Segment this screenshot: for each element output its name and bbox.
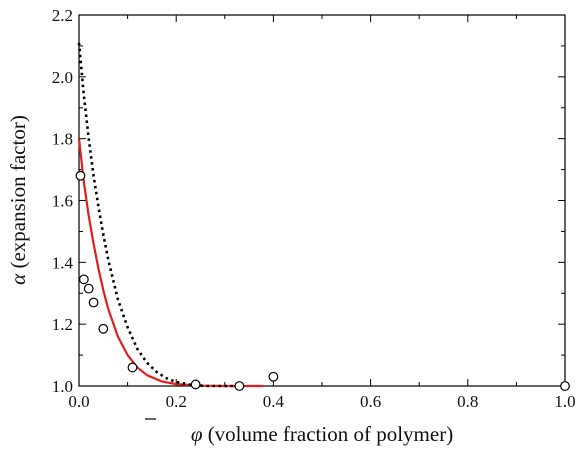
data-point-marker bbox=[78, 274, 89, 285]
y-axis-symbol: α bbox=[6, 273, 30, 285]
y-tick-label: 2.2 bbox=[52, 6, 73, 25]
data-point-marker bbox=[83, 283, 94, 294]
dotted-curve bbox=[77, 42, 240, 388]
y-tick-label: 1.4 bbox=[52, 253, 74, 272]
data-point-marker bbox=[268, 371, 279, 382]
x-tick-label: 0.8 bbox=[457, 392, 478, 411]
x-tick-label: 0.0 bbox=[68, 392, 89, 411]
y-tick-label: 1.6 bbox=[52, 192, 73, 211]
y-tick-label: 2.0 bbox=[52, 68, 73, 87]
y-tick-label: 1.0 bbox=[52, 377, 73, 396]
data-point-marker bbox=[88, 297, 99, 308]
data-point-marker bbox=[560, 381, 570, 391]
x-axis-symbol: φ bbox=[191, 422, 203, 446]
axis-ticks: 0.0 0.2 0.4 0.6 0.8 1.0 1.0 1.2 1.4 1.6 1.8 2.0 2.2 bbox=[52, 6, 576, 411]
y-tick-label: 1.8 bbox=[52, 130, 73, 149]
plot-frame bbox=[78, 14, 566, 387]
data-point-marker bbox=[75, 170, 86, 181]
x-tick-label: 1.0 bbox=[554, 392, 575, 411]
x-tick-label: 0.6 bbox=[360, 392, 381, 411]
series-layer bbox=[75, 42, 570, 391]
x-tick-label: 0.4 bbox=[263, 392, 285, 411]
data-point-marker bbox=[98, 323, 109, 334]
data-point-marker bbox=[190, 379, 201, 390]
data-point-marker bbox=[127, 362, 138, 373]
x-tick-label: 0.2 bbox=[166, 392, 187, 411]
solid-curve bbox=[77, 138, 264, 388]
y-axis-label-text: (expansion factor) bbox=[6, 115, 30, 274]
x-axis-label-text: (volume fraction of polymer) bbox=[202, 422, 453, 446]
y-tick-label: 1.2 bbox=[52, 315, 73, 334]
x-axis-title: φ (volume fraction of polymer) bbox=[191, 422, 453, 446]
y-axis-title: α (expansion factor) bbox=[6, 115, 30, 285]
data-point-marker bbox=[234, 381, 245, 391]
